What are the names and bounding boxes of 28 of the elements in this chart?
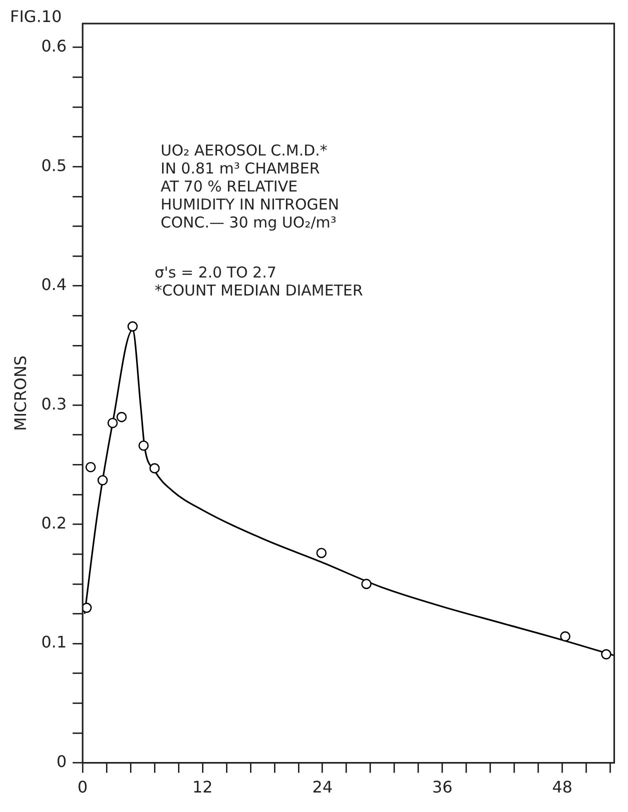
y-tick-label: 0.6	[41, 36, 67, 56]
point	[601, 649, 612, 660]
annotation: UO₂ AEROSOL C.M.D.* IN 0.81 m³ CHAMBER AT 70 % RELATIVE HUMIDITY IN NITROGEN CONC.— 30 mg UO₂/m³	[160, 142, 340, 232]
annotation: σ's = 2.0 TO 2.7 *COUNT MEDIAN DIAMETER	[154, 264, 363, 300]
y-tick-label: 0	[56, 752, 67, 771]
point	[149, 463, 160, 474]
y-tick-label: 0.2	[41, 514, 67, 533]
point	[82, 602, 92, 613]
x-tick-label: 12	[192, 778, 213, 797]
y-axis-title: MICRONS	[10, 355, 30, 431]
point	[560, 631, 570, 642]
y-tick-label: 0.5	[41, 156, 67, 175]
point	[138, 440, 149, 451]
x-tick-label: 24	[312, 778, 333, 797]
y-tick-label: 0.4	[41, 275, 67, 294]
point	[85, 462, 96, 472]
point	[107, 418, 118, 428]
caption: FIG.10	[10, 7, 62, 26]
y-tick-label: 0.1	[41, 632, 67, 652]
point	[97, 475, 108, 486]
point	[361, 578, 372, 590]
point	[316, 548, 327, 558]
y-tick-label: 0.3	[41, 394, 67, 414]
point	[127, 321, 138, 332]
point	[116, 412, 127, 422]
x-tick-label: 48	[552, 778, 572, 797]
x-tick-label: 0	[78, 778, 88, 797]
x-tick-label: 36	[432, 778, 453, 797]
